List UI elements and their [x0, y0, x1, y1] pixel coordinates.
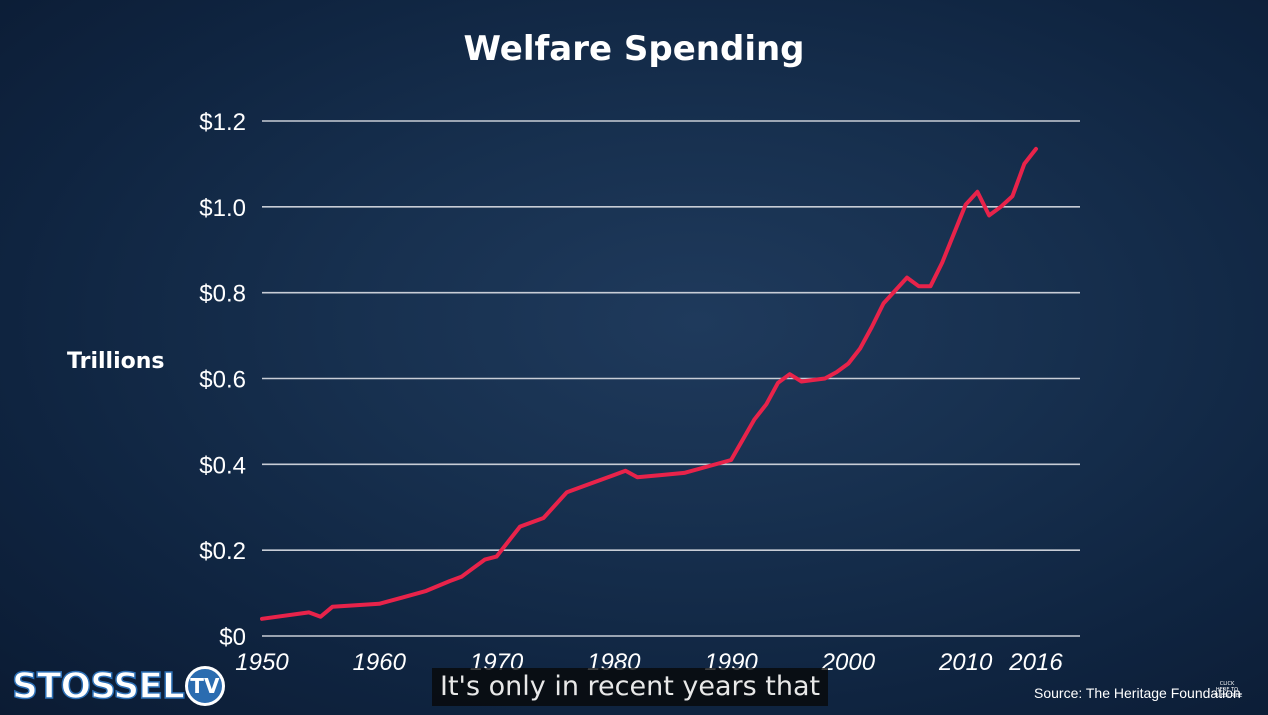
y-tick-label: $0.4 [199, 452, 246, 479]
y-tick-label: $0.2 [199, 538, 246, 565]
subtitle-caption: It's only in recent years that [432, 668, 829, 706]
y-tick-labels: $0 $0.2 $0.4 $0.6 $0.8 $1.0 $1.2 [199, 109, 246, 651]
welfare-spending-line [260, 146, 1038, 621]
x-tick-label: 1950 [235, 649, 289, 676]
x-tick-label: 2000 [821, 649, 876, 676]
y-tick-label: $1.2 [199, 109, 246, 136]
y-axis-label: Trillions [67, 349, 164, 374]
x-tick-label: 2010 [938, 649, 993, 676]
gridlines [262, 120, 1080, 637]
y-tick-label: $0.8 [199, 281, 246, 308]
subscribe-link[interactable]: CLICK HERE TO SUBSCRIBE [1214, 681, 1243, 699]
x-tick-label: 2016 [1008, 649, 1063, 676]
y-tick-label: $0 [219, 624, 246, 651]
tv-badge-icon: TV [184, 666, 225, 706]
y-tick-label: $0.6 [199, 367, 246, 394]
chart-title: Welfare Spending [463, 29, 804, 69]
source-note: Source: The Heritage Foundation [1034, 685, 1241, 701]
logo-text: STOSSEL [11, 665, 185, 708]
x-tick-label: 1960 [353, 649, 407, 676]
stossel-tv-logo[interactable]: STOSSEL TV [11, 664, 225, 708]
y-tick-label: $1.0 [199, 195, 246, 222]
